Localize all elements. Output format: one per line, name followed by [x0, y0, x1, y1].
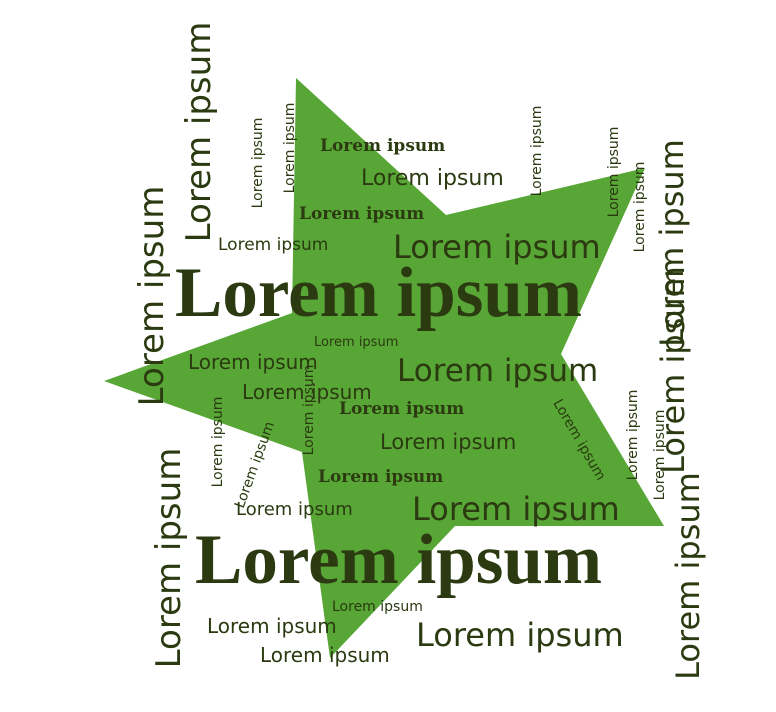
word-v-1: Lorem ipsum [179, 21, 219, 243]
star-polygon [104, 78, 664, 658]
word-v-11: Lorem ipsum [669, 472, 707, 680]
word-hero-2: Lorem ipsum [195, 521, 602, 599]
word-h-3: Lorem ipsum [393, 228, 601, 266]
word-h-7: Lorem ipsum [242, 380, 372, 404]
word-v-14: Lorem ipsum [625, 389, 641, 481]
word-h-9: Lorem ipsum [412, 490, 620, 528]
word-h-5: Lorem ipsum [188, 350, 318, 374]
word-v-3: Lorem ipsum [149, 447, 189, 669]
word-serif-3: Lorem ipsum [339, 399, 465, 419]
word-v-5: Lorem ipsum [282, 102, 298, 194]
word-h-8: Lorem ipsum [380, 430, 517, 454]
word-v-2: Lorem ipsum [132, 185, 172, 407]
word-h-1: Lorem ipsum [361, 166, 504, 191]
word-serif-1: Lorem ipsum [320, 136, 446, 156]
word-h-14: Lorem ipsum [260, 643, 390, 667]
word-h-2: Lorem ipsum [218, 235, 329, 255]
word-h-13: Lorem ipsum [416, 616, 624, 654]
word-h-6: Lorem ipsum [397, 353, 599, 389]
word-v-7: Lorem ipsum [606, 126, 622, 218]
word-v-13: Lorem ipsum [301, 364, 317, 456]
word-serif-4: Lorem ipsum [318, 467, 444, 487]
word-v-15: Lorem ipsum [652, 409, 668, 501]
word-h-12: Lorem ipsum [207, 614, 337, 638]
word-h-11: Lorem ipsum [332, 599, 423, 615]
word-h-4: Lorem ipsum [314, 335, 399, 350]
word-serif-2: Lorem ipsum [299, 204, 425, 224]
word-v-8: Lorem ipsum [632, 161, 648, 253]
word-h-10: Lorem ipsum [236, 499, 353, 520]
word-hero-1: Lorem ipsum [175, 254, 582, 332]
word-v-4: Lorem ipsum [250, 117, 266, 209]
word-v-12: Lorem ipsum [210, 396, 226, 488]
word-v-6: Lorem ipsum [529, 105, 545, 197]
